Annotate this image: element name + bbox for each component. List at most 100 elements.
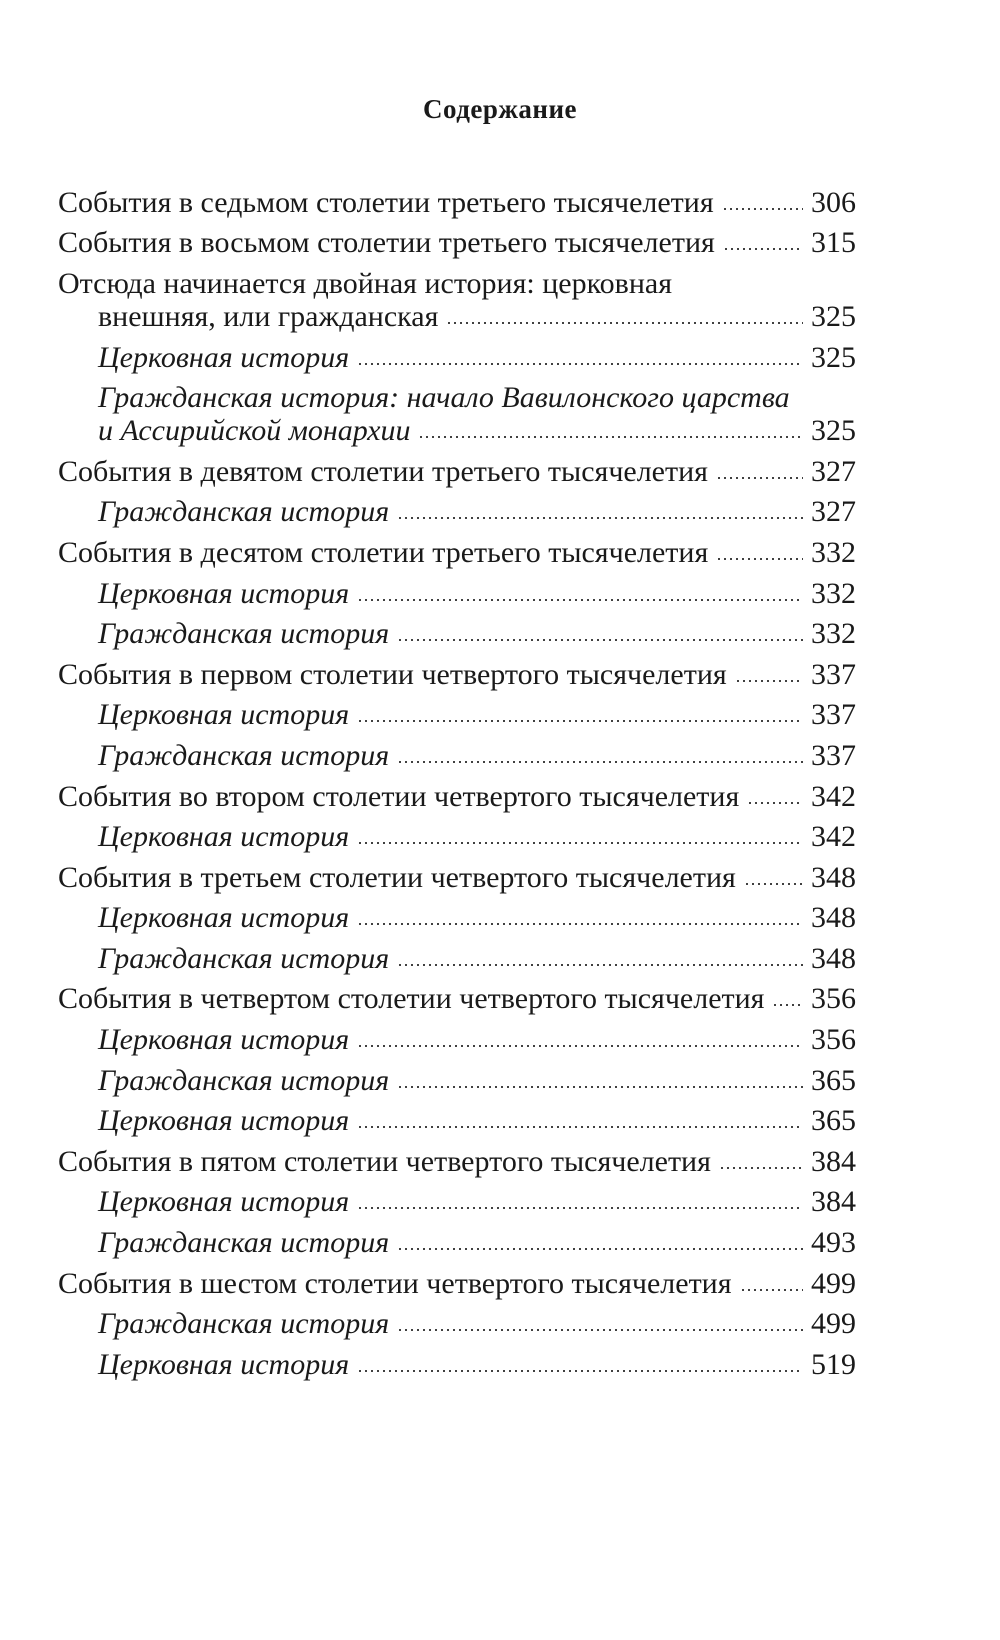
toc-entry-row: Церковная история 342 xyxy=(98,820,856,853)
toc-entry-title: События в шестом столетии четвертого тыс… xyxy=(58,1266,732,1300)
toc-subentry: Церковная история 332 xyxy=(58,573,856,614)
toc-subentry: Гражданская история 493 xyxy=(58,1222,856,1263)
dot-leader xyxy=(772,1002,803,1009)
toc-subentry: Гражданская история 348 xyxy=(58,938,856,979)
page-number: 519 xyxy=(811,1347,856,1381)
dot-leader xyxy=(357,1124,803,1131)
dot-leader xyxy=(357,718,803,725)
toc-subentry: Церковная история 365 xyxy=(58,1100,856,1141)
dot-leader xyxy=(722,246,803,253)
toc-entry-row: Церковная история 337 xyxy=(98,698,856,731)
toc-subentry: Гражданская история 365 xyxy=(58,1060,856,1101)
toc-entry: События в четвертом столетии четвертого … xyxy=(58,979,856,1020)
toc-entry-title: События в девятом столетии третьего тыся… xyxy=(58,454,708,488)
page-number: 325 xyxy=(811,340,856,374)
page-number: 306 xyxy=(811,185,856,219)
page-number: 499 xyxy=(811,1266,856,1300)
toc-entry: События в седьмом столетии третьего тыся… xyxy=(58,182,856,223)
toc-subentry: Церковная история 342 xyxy=(58,816,856,857)
toc-entry-row: Гражданская история 499 xyxy=(98,1307,856,1340)
toc-entry-row: Гражданская история 493 xyxy=(98,1226,856,1259)
toc-subentry: Гражданская история 499 xyxy=(58,1303,856,1344)
toc-entry-row: События в четвертом столетии четвертого … xyxy=(58,982,856,1015)
toc-entry-row: События во втором столетии четвертого ты… xyxy=(58,780,856,813)
toc-entry-title: Церковная история xyxy=(98,576,350,610)
toc-entry-title: События в десятом столетии третьего тыся… xyxy=(58,535,709,569)
toc-entry-title: Церковная история xyxy=(98,1185,350,1219)
dot-leader xyxy=(357,840,803,847)
page-number: 342 xyxy=(811,779,856,813)
dot-leader xyxy=(721,205,803,212)
toc-entry-title: События в восьмом столетии третьего тыся… xyxy=(58,226,715,260)
page-number: 325 xyxy=(811,414,856,448)
toc-entry-title: Гражданская история xyxy=(98,1307,390,1341)
toc-entry-title: Отсюда начинается двойная история: церко… xyxy=(58,266,672,300)
dot-leader xyxy=(397,637,803,644)
toc-entry-title: и Ассирийской монархии xyxy=(98,414,411,448)
page-number: 327 xyxy=(811,454,856,488)
page-number: 315 xyxy=(811,226,856,260)
toc-entry-row: События в пятом столетии четвертого тыся… xyxy=(58,1145,856,1178)
dot-leader xyxy=(397,758,803,765)
dot-leader xyxy=(357,596,803,603)
toc-entry-title: События в пятом столетии четвертого тыся… xyxy=(58,1144,711,1178)
toc-entry: События в девятом столетии третьего тыся… xyxy=(58,451,856,492)
toc-entry: События во втором столетии четвертого ты… xyxy=(58,776,856,817)
dot-leader xyxy=(357,1043,803,1050)
page-number: 327 xyxy=(811,495,856,529)
toc-entry-row: События в восьмом столетии третьего тыся… xyxy=(58,226,856,259)
dot-leader xyxy=(716,555,803,562)
toc-subentry: Церковная история 348 xyxy=(58,898,856,939)
page-number: 342 xyxy=(811,820,856,854)
page-number: 356 xyxy=(811,982,856,1016)
page-number: 325 xyxy=(811,299,856,333)
toc-entry-title: События в седьмом столетии третьего тыся… xyxy=(58,185,714,219)
dot-leader xyxy=(715,474,803,481)
toc-entry-title: Гражданская история xyxy=(98,941,390,975)
toc-entry-title: Церковная история xyxy=(98,901,350,935)
dot-leader xyxy=(743,880,803,887)
dot-leader xyxy=(446,319,803,326)
toc-entry-title: События в третьем столетии четвертого ты… xyxy=(58,860,736,894)
toc-entry-row: Церковная история 519 xyxy=(98,1348,856,1381)
page-number: 499 xyxy=(811,1307,856,1341)
dot-leader xyxy=(397,961,803,968)
dot-leader xyxy=(739,1286,803,1293)
toc-subentry: Церковная история 384 xyxy=(58,1182,856,1223)
toc-entry-title: внешняя, или гражданская xyxy=(98,299,439,333)
page-number: 384 xyxy=(811,1144,856,1178)
toc-entry-row: Церковная история 356 xyxy=(98,1023,856,1056)
page-title: Содержание xyxy=(422,94,578,124)
page-number: 493 xyxy=(811,1226,856,1260)
dot-leader xyxy=(397,1246,803,1253)
toc-subentry: Церковная история 337 xyxy=(58,695,856,736)
page-number: 337 xyxy=(811,698,856,732)
toc-entry-row: Гражданская история 365 xyxy=(98,1064,856,1097)
toc-entry-row: События в десятом столетии третьего тыся… xyxy=(58,536,856,569)
toc-entry-row: Гражданская история 348 xyxy=(98,942,856,975)
page-number: 384 xyxy=(811,1185,856,1219)
toc-entry-title: События во втором столетии четвертого ты… xyxy=(58,779,740,813)
page-number: 356 xyxy=(811,1023,856,1057)
toc-entry-row: внешняя, или гражданская 325 xyxy=(58,300,856,333)
toc-subentry: Церковная история 519 xyxy=(58,1344,856,1385)
dot-leader xyxy=(718,1164,803,1171)
page-number: 365 xyxy=(811,1063,856,1097)
toc-entry-row: и Ассирийской монархии 325 xyxy=(98,414,856,447)
toc-subentry: Гражданская история 337 xyxy=(58,735,856,776)
page-number: 337 xyxy=(811,657,856,691)
toc-entry-row: Церковная история 332 xyxy=(98,577,856,610)
table-of-contents: События в седьмом столетии третьего тыся… xyxy=(58,182,856,1385)
toc-subentry: Гражданская история 332 xyxy=(58,613,856,654)
dot-leader xyxy=(734,677,803,684)
dot-leader xyxy=(747,799,803,806)
toc-entry-row: Церковная история 365 xyxy=(98,1104,856,1137)
toc-entry: События в шестом столетии четвертого тыс… xyxy=(58,1263,856,1304)
toc-entry-title: Гражданская история xyxy=(98,617,390,651)
page-number: 348 xyxy=(811,860,856,894)
page-number: 332 xyxy=(811,535,856,569)
page-number: 337 xyxy=(811,738,856,772)
toc-subentry: Церковная история 356 xyxy=(58,1019,856,1060)
toc-entry-title: Гражданская история xyxy=(98,1226,390,1260)
toc-subentry: Гражданская история 327 xyxy=(58,492,856,533)
